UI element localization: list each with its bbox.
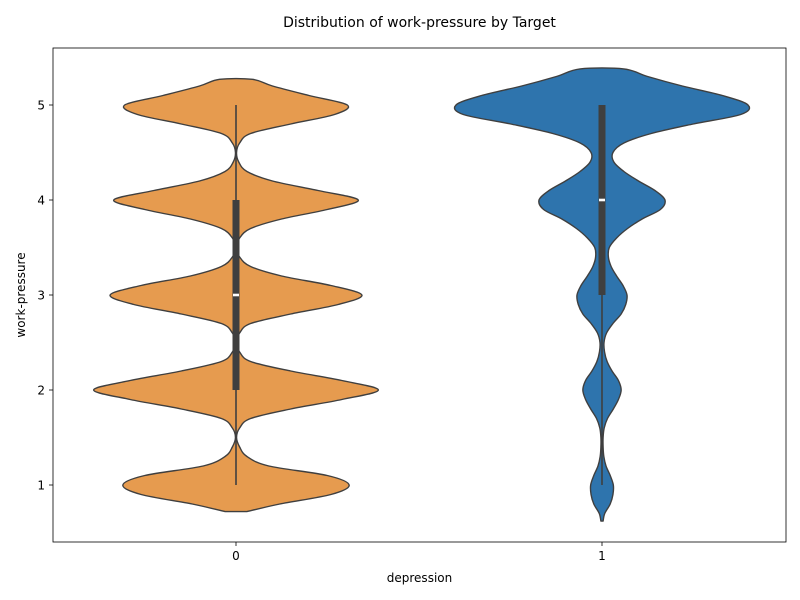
y-tick-label-3: 3	[37, 289, 45, 303]
y-tick-label-5: 5	[37, 99, 45, 113]
x-tick-label-1: 1	[598, 549, 606, 563]
y-tick-label-4: 4	[37, 194, 45, 208]
x-tick-label-0: 0	[232, 549, 240, 563]
plot-layer	[92, 67, 751, 522]
y-axis-label: work-pressure	[14, 252, 28, 337]
y-tick-label-2: 2	[37, 384, 45, 398]
median-marker-1	[599, 198, 605, 202]
tick-layer: 1 2 3 4 5 0 1	[37, 99, 605, 564]
x-axis-label: depression	[387, 571, 452, 585]
y-tick-label-1: 1	[37, 479, 45, 493]
chart-title: Distribution of work-pressure by Target	[283, 15, 556, 31]
median-marker-0	[233, 293, 239, 297]
